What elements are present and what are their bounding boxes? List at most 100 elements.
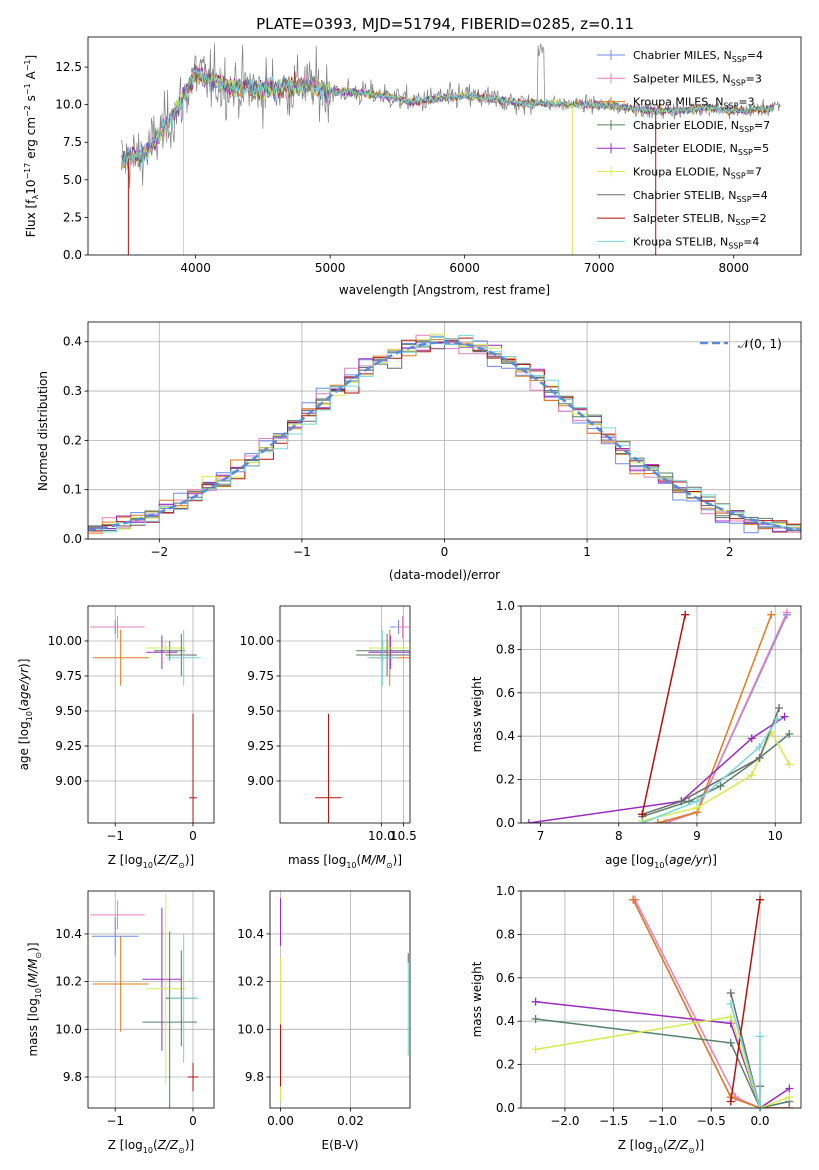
residuals-xtick-label: 0 (441, 545, 449, 559)
weight_vs_Z-xtick-label: −0.5 (697, 1114, 726, 1128)
weight_vs_Z-marker (726, 988, 735, 997)
weight_vs_age-series-salpeter_miles (665, 612, 788, 823)
weight_vs_Z-marker (531, 1015, 540, 1024)
weight_vs_Z-ytick-label: 1.0 (496, 884, 515, 898)
weight_vs_age-series-salpeter_stelib (641, 614, 686, 815)
residuals-xlabel: (data-model)/error (389, 568, 500, 582)
weight_vs_Z-series-salpeter_stelib (730, 899, 761, 1102)
residuals-ytick-label: 0.2 (63, 433, 82, 447)
mass_vs_ebv-ytick-label: 10.0 (237, 1022, 264, 1036)
age_vs_mass-panel: 10.010.5 9.00 9.25 9.50 9.75 10.00 mass [log10… (240, 605, 417, 870)
weight_vs_Z-series-salpeter_miles (634, 899, 790, 1108)
weight_vs_Z-marker (726, 1097, 735, 1106)
weight_vs_Z-panel: −2.0 −1.5 −1.0 −0.5 0.0 0.0 0.2 0.4 0.6 0.8 1.0 Z [… (470, 884, 802, 1155)
mass_vs_ebv-xtick-label: 0.02 (337, 1114, 364, 1128)
mass_vs_Z-point (146, 893, 186, 1085)
weight_vs_Z-marker (726, 1038, 735, 1047)
age_vs_mass-xtick-label: 10.0 (368, 829, 395, 843)
mass_vs_ebv-ytick-label: 10.4 (237, 927, 264, 941)
residuals-panel: −2 −1 0 1 2 0.0 0.1 0.2 0.3 0.4 𝒩(0, 1) (data-model… (36, 321, 802, 582)
age_vs_mass-frame (279, 605, 411, 824)
legend-label: Kroupa STELIB, NSSP=4 (633, 235, 759, 250)
age_vs_mass-ytick-label: 9.25 (247, 739, 274, 753)
age_vs_Z-xtick-label: −1 (106, 829, 124, 843)
weight_vs_age-panel: 7 8 9 10 0.0 0.2 0.4 0.6 0.8 1.0 age [log10(age/yr… (470, 599, 802, 870)
mass_vs_ebv-ytick-label: 10.2 (237, 975, 264, 989)
weight_vs_Z-marker (756, 1032, 765, 1041)
figure-title: PLATE=0393, MJD=51794, FIBERID=0285, z=0… (256, 15, 634, 33)
mass_vs_Z-xlabel: Z [log10(Z/Z⊙)] (108, 1138, 194, 1155)
mass_vs_ebv-frame (269, 890, 411, 1109)
spectrum-ytick-label: 7.5 (63, 135, 82, 149)
age_vs_mass-ytick-label: 9.00 (247, 774, 274, 788)
age_vs_mass-xtick-label: 10.5 (390, 829, 417, 843)
age_vs_mass-point (356, 634, 410, 676)
weight_vs_Z-ytick-label: 0.2 (496, 1058, 515, 1072)
legend-label: Kroupa MILES, NSSP=3 (633, 96, 755, 111)
weight_vs_Z-series-kroupa_stelib (730, 1003, 761, 1108)
weight_vs_age-ytick-label: 0.8 (496, 642, 515, 656)
age_vs_Z-frame (87, 605, 215, 824)
age_vs_Z-plot-area (90, 615, 201, 823)
age_vs_Z-ytick-label: 9.25 (55, 739, 82, 753)
spectrum-xtick-label: 5000 (315, 261, 346, 275)
mass_vs_ebv-xtick-label: 0.00 (267, 1114, 294, 1128)
weight_vs_age-series-salpeter_elodie (528, 716, 786, 823)
weight_vs_age-marker (716, 782, 725, 791)
weight_vs_Z-series-salpeter_elodie (535, 1000, 790, 1108)
age_vs_Z-ylabel: age [log10(age/yr)] (17, 659, 34, 771)
weight_vs_age-xtick-label: 9 (693, 829, 701, 843)
residuals-ylabel: Normed distribution (36, 371, 50, 491)
weight_vs_Z-ytick-label: 0.0 (496, 1101, 515, 1115)
residuals-xtick-label: 1 (583, 545, 591, 559)
weight_vs_age-marker (782, 608, 791, 617)
mass_vs_Z-point (142, 907, 182, 1051)
weight_vs_age-ytick-label: 0.0 (496, 816, 515, 830)
legend-label: Chabrier ELODIE, NSSP=7 (633, 119, 770, 134)
age_vs_Z-point (90, 615, 145, 639)
residuals-plot-area (88, 333, 801, 537)
weight_vs_Z-xlabel: Z [log10(Z/Z⊙)] (618, 1138, 704, 1155)
age_vs_mass-xlabel: mass [log10(M/M⊙)] (288, 853, 402, 870)
weight_vs_Z-plot-area (531, 895, 794, 1108)
residuals-frame (87, 321, 802, 540)
weight_vs_Z-ylabel: mass weight (470, 961, 484, 1037)
weight_vs_age-series-kroupa_miles (657, 614, 773, 823)
weight_vs_Z-ytick-label: 0.4 (496, 1014, 515, 1028)
weight_vs_Z-series-kroupa_elodie (535, 1016, 790, 1108)
mass_vs_Z-xtick-label: 0 (189, 1114, 197, 1128)
mass_vs_Z-point (92, 936, 149, 1032)
mass_vs_Z-grid (88, 891, 214, 1108)
age_vs_Z-point (189, 713, 197, 823)
legend-label: Salpeter MILES, NSSP=3 (633, 72, 762, 87)
weight_vs_Z-marker (629, 895, 638, 904)
spectrum-legend: Chabrier MILES, NSSP=4 Salpeter MILES, NS… (597, 49, 770, 250)
weight_vs_Z-marker (726, 1012, 735, 1021)
age_vs_Z-point (165, 634, 197, 676)
residuals-ytick-label: 0.3 (63, 384, 82, 398)
legend-label: Salpeter ELODIE, NSSP=5 (633, 142, 769, 157)
weight_vs_age-ytick-label: 0.6 (496, 686, 515, 700)
weight_vs_age-marker (767, 610, 776, 619)
mass_vs_Z-point (142, 931, 197, 1108)
weight_vs_Z-grid (521, 890, 801, 1109)
mass_vs_Z-ytick-label: 10.0 (55, 1022, 82, 1036)
mass_vs_Z-point (90, 900, 145, 930)
weight_vs_Z-marker (726, 999, 735, 1008)
mass_vs_Z-point (187, 1062, 199, 1092)
age_vs_Z-ytick-label: 9.50 (55, 704, 82, 718)
weight_vs_Z-xtick-label: −1.5 (599, 1114, 628, 1128)
residuals-ytick-label: 0.4 (63, 335, 82, 349)
mass_vs_ebv-xlabel: E(B-V) (321, 1138, 358, 1152)
legend-label: Chabrier MILES, NSSP=4 (633, 49, 763, 64)
weight_vs_age-series-chabrier_miles (657, 614, 788, 823)
weight_vs_Z-ytick-label: 0.6 (496, 971, 515, 985)
normal-reference-curve (88, 340, 801, 532)
spectrum-ytick-label: 10.0 (55, 98, 82, 112)
weight_vs_Z-marker (785, 1093, 794, 1102)
age_vs_mass-point (395, 615, 410, 639)
weight_vs_age-marker (681, 610, 690, 619)
age_vs_Z-ytick-label: 9.00 (55, 774, 82, 788)
residuals-ytick-label: 0.0 (63, 532, 82, 546)
